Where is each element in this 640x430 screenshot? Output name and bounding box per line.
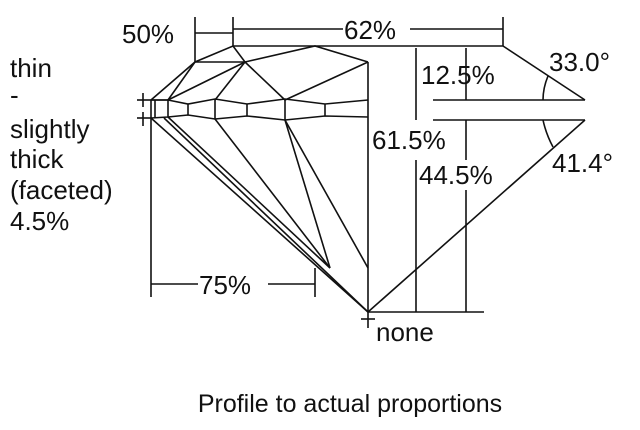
girdle-description: thin - slightly thick (faceted) 4.5% xyxy=(10,53,113,236)
diamond-profile xyxy=(150,45,586,313)
girdle-top xyxy=(151,98,369,105)
pavilion-facet xyxy=(167,116,331,269)
lower-half-label: 75% xyxy=(199,270,251,300)
crown-facet xyxy=(195,45,369,63)
crown-facet xyxy=(167,61,246,101)
pavilion-facet xyxy=(163,117,369,313)
total-depth-label: 61.5% xyxy=(372,125,446,155)
table-width-label: 62% xyxy=(344,15,396,45)
crown-height-label: 12.5% xyxy=(421,60,495,90)
crown-facet xyxy=(214,61,246,101)
star-length-label: 50% xyxy=(122,19,174,49)
caption: Profile to actual proportions xyxy=(198,390,502,418)
crown-facet xyxy=(244,61,286,101)
girdle-label-line: 4.5% xyxy=(10,206,69,236)
girdle-markers xyxy=(137,93,375,328)
crown-angle-arc xyxy=(542,75,549,101)
pavilion-facet xyxy=(214,118,331,269)
pavilion-depth-label: 44.5% xyxy=(419,160,493,190)
pavilion-outline xyxy=(150,117,369,313)
girdle-bottom xyxy=(150,114,369,121)
crown-facet xyxy=(232,45,246,63)
girdle-label-line: - xyxy=(10,80,19,110)
pavilion-angle-arc xyxy=(542,119,554,148)
crown-facet xyxy=(167,61,196,101)
girdle-label-line: slightly xyxy=(10,114,89,144)
culet-label: none xyxy=(376,317,434,347)
girdle-label-line: thick xyxy=(10,144,64,174)
crown-facet xyxy=(284,61,369,101)
girdle-label-line: (faceted) xyxy=(10,175,113,205)
dimension-lines xyxy=(150,17,504,313)
pavilion-facet xyxy=(284,119,369,269)
pavilion-angle-label: 41.4° xyxy=(552,148,613,178)
pavilion-facet xyxy=(284,119,331,269)
crown-angle-label: 33.0° xyxy=(549,47,610,77)
pavilion-angle-line xyxy=(367,119,586,313)
girdle-label-line: thin xyxy=(10,53,52,83)
